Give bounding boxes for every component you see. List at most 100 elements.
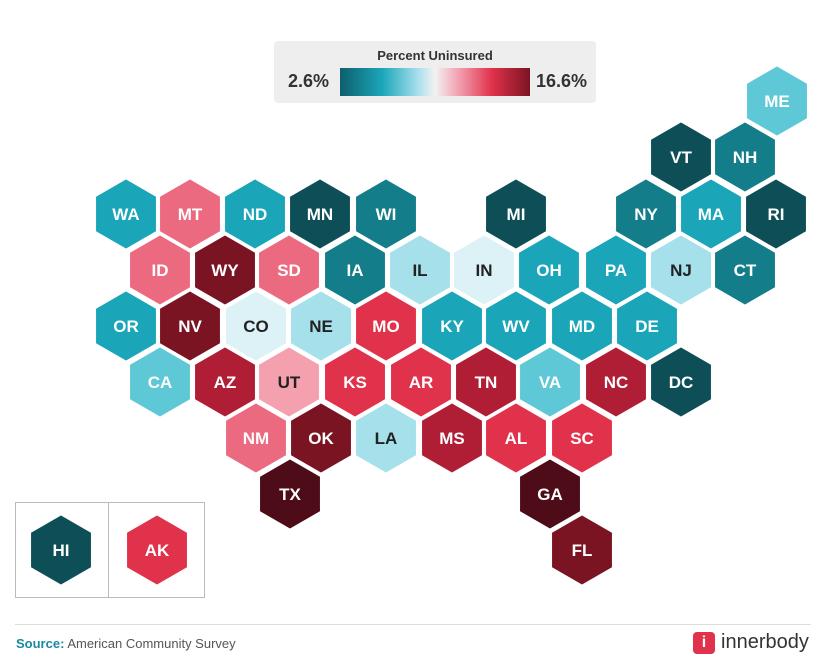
state-tile-tn: TN: [453, 344, 519, 420]
state-label-sd: SD: [277, 261, 301, 280]
state-hex-il: [387, 232, 453, 308]
state-label-wy: WY: [211, 261, 239, 280]
state-label-or: OR: [113, 317, 139, 336]
state-tile-al: AL: [483, 400, 549, 476]
state-label-ga: GA: [537, 485, 563, 504]
state-tile-wy: WY: [192, 232, 258, 308]
state-label-vt: VT: [670, 148, 692, 167]
state-tile-va: VA: [517, 344, 583, 420]
state-hex-ri: [743, 176, 809, 252]
state-hex-me: [744, 63, 810, 139]
state-label-wa: WA: [112, 205, 139, 224]
state-hex-va: [517, 344, 583, 420]
state-tile-dc: DC: [648, 344, 714, 420]
state-tile-hi: HI: [28, 512, 94, 588]
state-hex-nm: [223, 400, 289, 476]
state-label-nm: NM: [243, 429, 269, 448]
state-label-wv: WV: [502, 317, 530, 336]
state-hex-ak: [124, 512, 190, 588]
state-label-fl: FL: [572, 541, 593, 560]
state-tile-nh: NH: [712, 119, 778, 195]
state-label-ak: AK: [145, 541, 170, 560]
state-tile-vt: VT: [648, 119, 714, 195]
state-tile-or: OR: [93, 288, 159, 364]
state-tile-ut: UT: [256, 344, 322, 420]
state-label-va: VA: [539, 373, 561, 392]
inset-divider: [108, 502, 109, 598]
state-tile-ne: NE: [288, 288, 354, 364]
state-hex-ct: [712, 232, 778, 308]
state-label-ia: IA: [347, 261, 364, 280]
state-label-az: AZ: [214, 373, 237, 392]
state-hex-ks: [322, 344, 388, 420]
state-tile-ca: CA: [127, 344, 193, 420]
state-tile-ky: KY: [419, 288, 485, 364]
state-label-nh: NH: [733, 148, 758, 167]
state-label-ny: NY: [634, 205, 658, 224]
state-tile-mn: MN: [287, 176, 353, 252]
state-tile-ks: KS: [322, 344, 388, 420]
legend-gradient-bar: [340, 68, 530, 96]
state-hex-dc: [648, 344, 714, 420]
state-hex-tx: [257, 456, 323, 532]
state-hex-ut: [256, 344, 322, 420]
state-hex-az: [192, 344, 258, 420]
state-tile-il: IL: [387, 232, 453, 308]
state-label-ca: CA: [148, 373, 173, 392]
state-hex-ga: [517, 456, 583, 532]
state-tile-nm: NM: [223, 400, 289, 476]
state-label-ri: RI: [768, 205, 785, 224]
state-label-in: IN: [476, 261, 493, 280]
state-label-al: AL: [505, 429, 528, 448]
state-tile-ga: GA: [517, 456, 583, 532]
state-label-mo: MO: [372, 317, 399, 336]
state-label-sc: SC: [570, 429, 594, 448]
state-label-ky: KY: [440, 317, 464, 336]
state-hex-la: [353, 400, 419, 476]
source-label: Source:: [16, 636, 65, 651]
state-hex-or: [93, 288, 159, 364]
footer-divider: [15, 624, 811, 625]
state-label-md: MD: [569, 317, 595, 336]
state-hex-md: [549, 288, 615, 364]
state-label-co: CO: [243, 317, 269, 336]
state-tile-ia: IA: [322, 232, 388, 308]
state-label-ok: OK: [308, 429, 334, 448]
state-hex-co: [223, 288, 289, 364]
state-hex-nh: [712, 119, 778, 195]
state-label-nc: NC: [604, 373, 629, 392]
state-label-nv: NV: [178, 317, 202, 336]
state-label-ms: MS: [439, 429, 465, 448]
state-hex-hi: [28, 512, 94, 588]
state-hex-al: [483, 400, 549, 476]
state-hex-oh: [516, 232, 582, 308]
state-tile-me: ME: [744, 63, 810, 139]
state-label-de: DE: [635, 317, 659, 336]
state-tile-nj: NJ: [648, 232, 714, 308]
state-hex-mn: [287, 176, 353, 252]
state-label-ut: UT: [278, 373, 301, 392]
state-hex-mo: [353, 288, 419, 364]
legend: Percent Uninsured 2.6% 16.6%: [274, 41, 596, 103]
state-tile-mo: MO: [353, 288, 419, 364]
state-tile-pa: PA: [583, 232, 649, 308]
state-tile-ri: RI: [743, 176, 809, 252]
state-tile-tx: TX: [257, 456, 323, 532]
state-label-me: ME: [764, 92, 790, 111]
state-label-dc: DC: [669, 373, 694, 392]
state-hex-ia: [322, 232, 388, 308]
state-tile-de: DE: [614, 288, 680, 364]
state-label-la: LA: [375, 429, 398, 448]
state-hex-nc: [583, 344, 649, 420]
state-tile-co: CO: [223, 288, 289, 364]
state-label-oh: OH: [536, 261, 562, 280]
state-hex-wy: [192, 232, 258, 308]
state-label-ks: KS: [343, 373, 367, 392]
state-label-ma: MA: [698, 205, 724, 224]
state-tile-nc: NC: [583, 344, 649, 420]
state-hex-ne: [288, 288, 354, 364]
state-tile-wi: WI: [353, 176, 419, 252]
state-label-id: ID: [152, 261, 169, 280]
state-tile-wa: WA: [93, 176, 159, 252]
brand-name: innerbody: [721, 631, 809, 653]
